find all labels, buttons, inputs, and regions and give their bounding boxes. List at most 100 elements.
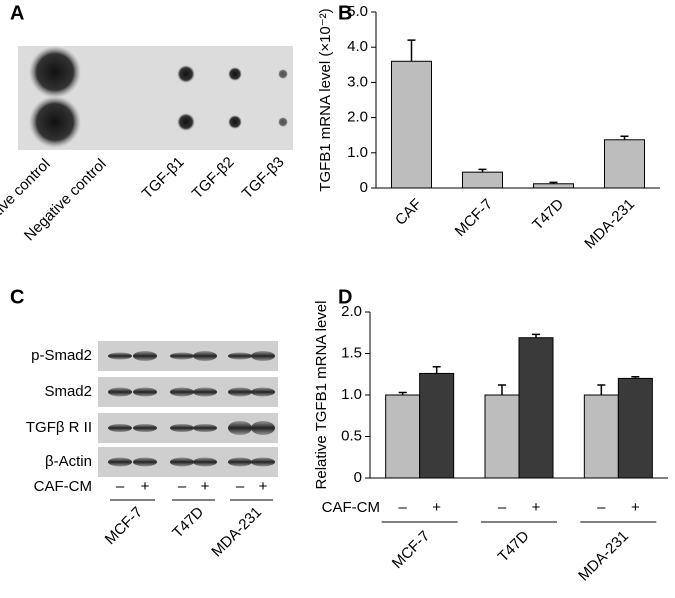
- x-tick-label: MDA-231: [575, 528, 632, 585]
- bar: [617, 377, 653, 479]
- treatment-label: CAF-CM: [322, 499, 380, 516]
- error-bar: [407, 39, 416, 62]
- blot-band: [133, 387, 157, 397]
- blot-band: [170, 424, 194, 432]
- treatment-sign: +: [532, 499, 541, 516]
- treatment-sign: +: [631, 499, 640, 516]
- blot-band: [228, 352, 252, 360]
- dot-label: TGF-β3: [239, 154, 288, 203]
- y-axis-label: Relative TGFB1 mRNA level: [313, 301, 330, 490]
- error-bar: [398, 391, 407, 395]
- error-bar: [532, 333, 540, 338]
- blot-band: [251, 387, 275, 397]
- treatment-sign: –: [116, 478, 125, 495]
- dot-label: TGF-β1: [139, 154, 188, 203]
- bar: [533, 183, 574, 189]
- group-label: MDA-231: [208, 504, 265, 561]
- y-tick-label: 2.0: [341, 303, 362, 320]
- blot-dot: [177, 65, 195, 83]
- blot-dot: [278, 117, 288, 127]
- treatment-sign: –: [236, 478, 245, 495]
- treatment-sign: –: [498, 499, 507, 516]
- y-tick-label: 1.0: [341, 386, 362, 403]
- blot-row-label: TGFβ R II: [26, 419, 92, 436]
- blot-band: [193, 457, 217, 467]
- bar: [462, 171, 503, 189]
- blot-band: [193, 424, 217, 432]
- y-axis-label: TGFB1 mRNA level (×10⁻²): [317, 8, 334, 191]
- bar: [518, 337, 554, 479]
- x-tick-label: MDA-231: [581, 196, 638, 253]
- y-tick-label: 0.5: [341, 427, 362, 444]
- blot-band: [108, 424, 132, 432]
- blot-band: [108, 387, 132, 397]
- error-bar: [549, 181, 558, 184]
- panel-label: D: [338, 286, 352, 308]
- error-bar: [432, 366, 441, 374]
- blot-band: [251, 351, 275, 361]
- panel-label: C: [10, 286, 24, 308]
- blot-row-label: p-Smad2: [31, 347, 92, 364]
- treatment-sign: +: [432, 499, 441, 516]
- blot-row-label: β-Actin: [45, 453, 92, 470]
- blot-row-label: Smad2: [44, 383, 92, 400]
- blot-band: [108, 457, 132, 467]
- blot-band: [251, 457, 275, 467]
- y-tick-label: 1.5: [341, 344, 362, 361]
- blot-band: [228, 387, 252, 397]
- y-tick-label: 1.0: [347, 144, 368, 161]
- bar: [391, 60, 432, 189]
- error-bar: [498, 384, 506, 395]
- y-tick-label: 0: [360, 179, 368, 196]
- blot-band: [170, 352, 194, 360]
- x-tick-label: T47D: [529, 196, 567, 234]
- x-tick-label: T47D: [495, 528, 533, 566]
- treatment-sign: –: [178, 478, 187, 495]
- treatment-sign: +: [201, 478, 210, 495]
- error-bar: [620, 135, 629, 140]
- x-tick-label: MCF-7: [452, 196, 496, 240]
- y-tick-label: 0: [354, 469, 362, 486]
- blot-band: [193, 351, 217, 361]
- blot-dot: [228, 67, 242, 81]
- blot-band: [193, 387, 217, 397]
- panel-label: A: [10, 2, 24, 24]
- blot-band: [228, 421, 252, 435]
- error-bar: [631, 375, 640, 379]
- error-bar: [597, 384, 606, 395]
- blot-band: [108, 352, 132, 360]
- group-label: MCF-7: [102, 504, 146, 548]
- blot-dot: [228, 115, 242, 129]
- treatment-sign: –: [597, 499, 606, 516]
- blot-dot: [29, 46, 81, 98]
- blot-dot: [278, 69, 288, 79]
- blot-dot: [29, 96, 81, 148]
- blot-band: [133, 351, 157, 361]
- bar: [385, 394, 421, 479]
- y-tick-label: 4.0: [347, 38, 368, 55]
- panel-label: B: [338, 2, 352, 24]
- y-tick-label: 5.0: [347, 3, 368, 20]
- bar: [583, 394, 619, 479]
- y-tick-label: 3.0: [347, 73, 368, 90]
- x-tick-label: CAF: [392, 196, 425, 229]
- dot-label: TGF-β2: [189, 154, 238, 203]
- blot-band: [228, 457, 252, 467]
- treatment-sign: +: [141, 478, 150, 495]
- blot-dot: [177, 113, 195, 131]
- group-label: T47D: [169, 504, 207, 542]
- blot-band: [251, 421, 275, 435]
- blot-band: [133, 457, 157, 467]
- bar: [604, 139, 645, 189]
- y-tick-label: 2.0: [347, 109, 368, 126]
- bar: [419, 372, 455, 479]
- blot-band: [170, 387, 194, 397]
- x-tick-label: MCF-7: [389, 528, 433, 572]
- treatment-sign: +: [259, 478, 268, 495]
- error-bar: [478, 168, 487, 173]
- treatment-label: CAF-CM: [34, 478, 92, 495]
- blot-band: [133, 424, 157, 432]
- blot-band: [170, 457, 194, 467]
- treatment-sign: –: [398, 499, 407, 516]
